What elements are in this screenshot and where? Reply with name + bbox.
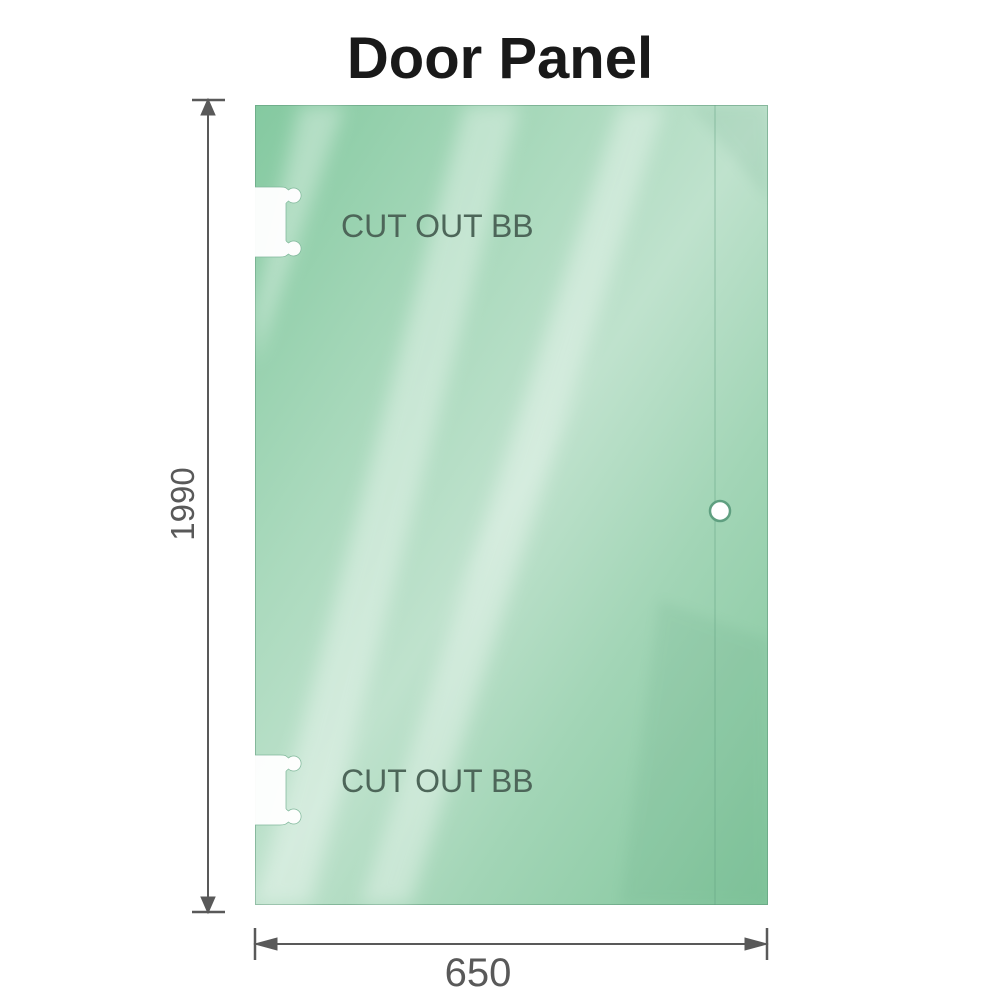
svg-text:Door Panel: Door Panel xyxy=(347,26,653,91)
svg-text:CUT OUT BB: CUT OUT BB xyxy=(341,763,534,799)
svg-text:650: 650 xyxy=(445,951,512,995)
svg-text:CUT OUT BB: CUT OUT BB xyxy=(341,208,534,244)
svg-text:1990: 1990 xyxy=(164,467,201,540)
